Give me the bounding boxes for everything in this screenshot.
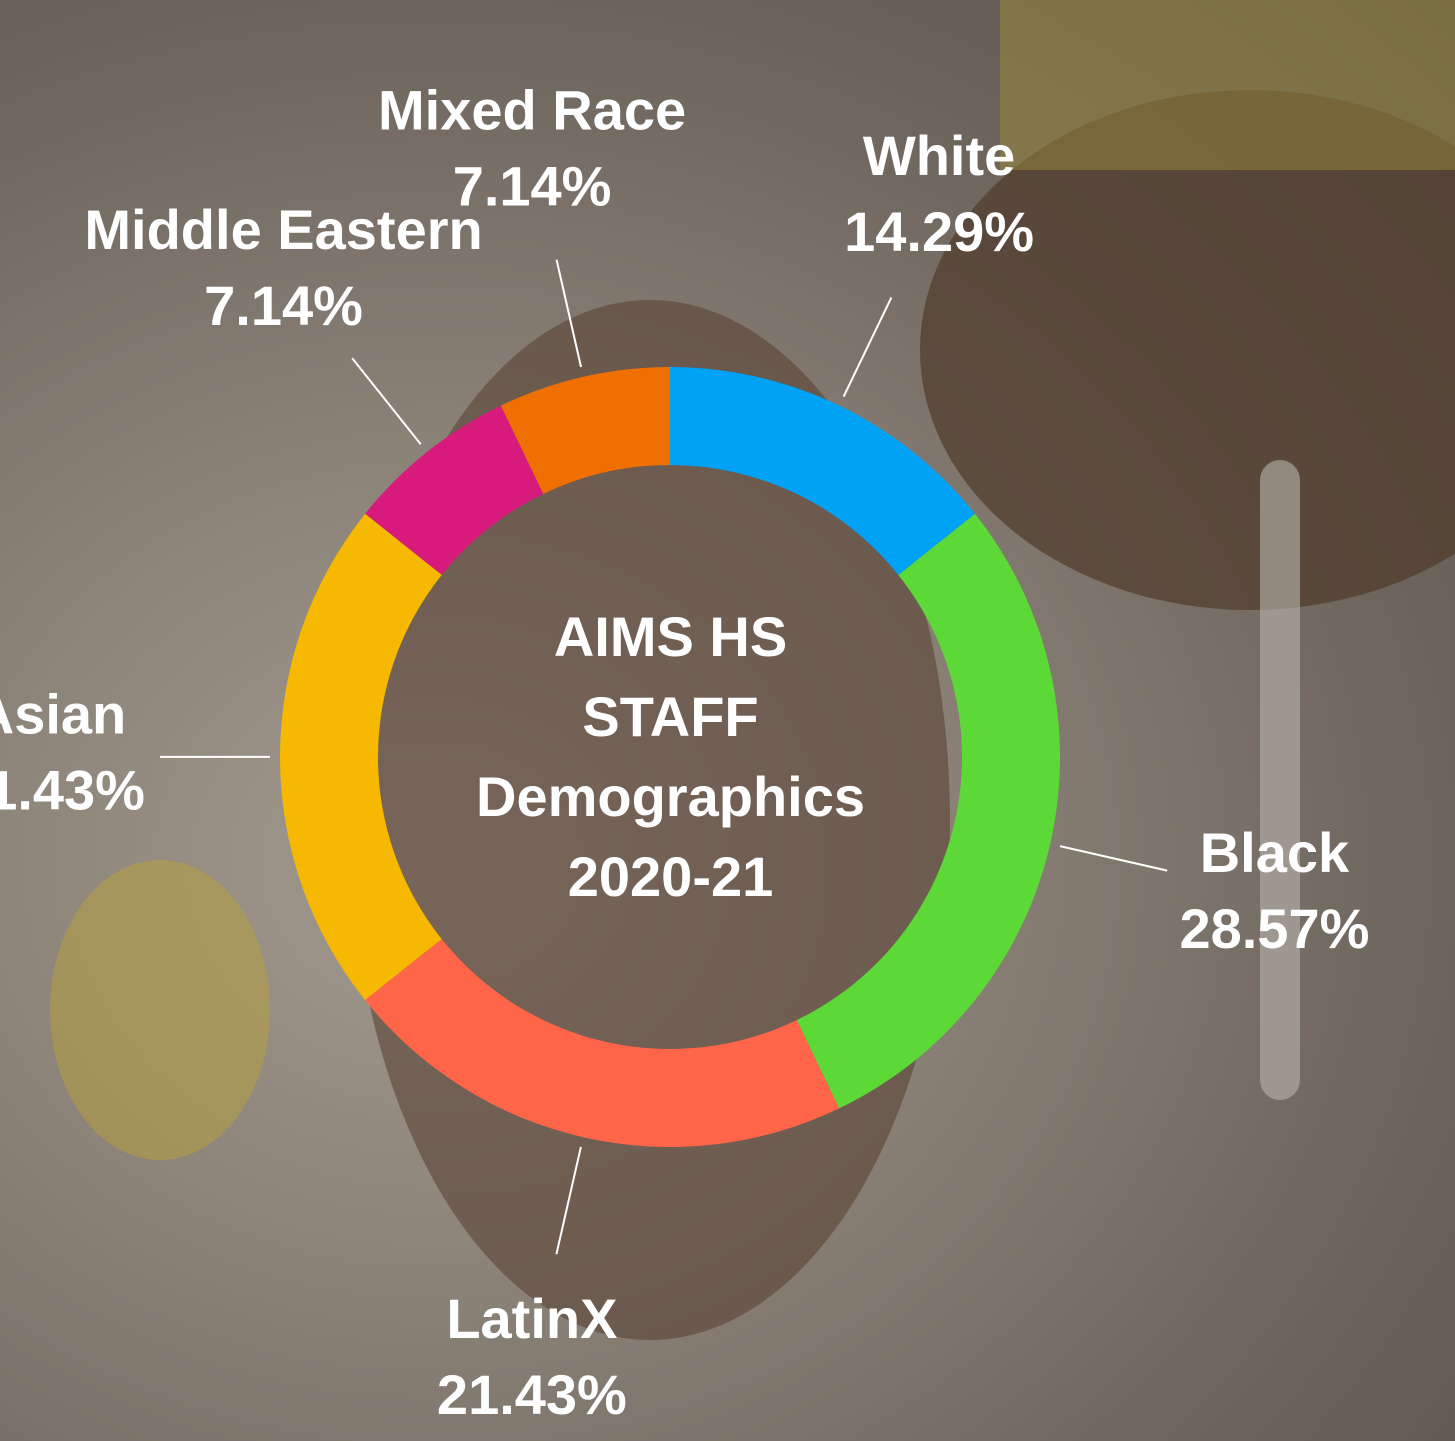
leader-line [556,1147,581,1254]
leader-line [352,358,421,444]
category-label: Middle Eastern [84,198,482,261]
value-label: 14.29% [844,200,1034,263]
donut-segment [670,367,975,575]
value-label: 28.57% [1179,897,1369,960]
value-label: 21.43% [437,1363,627,1426]
category-label: Mixed Race [378,78,686,141]
chart-title: AIMS HS STAFF Demographics 2020-21 [468,597,873,917]
leader-line [557,260,581,367]
donut-segment [365,939,839,1147]
value-label: 21.43% [0,759,145,822]
category-label: Black [1200,821,1350,884]
donut-segment [280,514,442,1000]
value-label: 7.14% [204,274,363,337]
leader-line [844,298,892,397]
value-label: 7.14% [453,154,612,217]
leader-line [1060,846,1167,871]
category-label: LatinX [446,1287,617,1350]
page: White 14.29% Black 28.57% LatinX 21.43% Asian 2… [0,0,1455,1441]
category-label: Asian [0,683,126,746]
category-label: White [863,124,1015,187]
